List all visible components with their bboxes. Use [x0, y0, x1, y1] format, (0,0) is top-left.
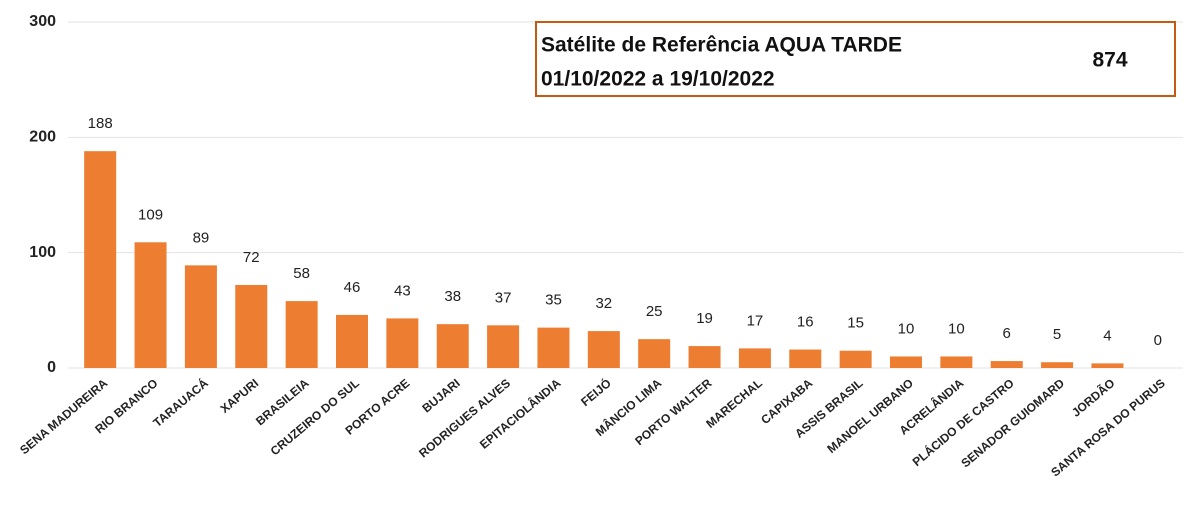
value-label: 89 — [193, 229, 210, 246]
x-tick-label: BUJARI — [419, 376, 462, 415]
bar — [990, 361, 1023, 368]
value-label: 38 — [444, 288, 461, 305]
value-label: 109 — [138, 206, 163, 223]
bar — [1091, 363, 1124, 368]
value-label: 72 — [243, 249, 260, 266]
value-label: 46 — [344, 279, 361, 296]
value-label: 17 — [747, 312, 764, 329]
x-tick-label: EPITACIOLÂNDIA — [476, 375, 563, 452]
x-tick-label: RODRIGUES ALVES — [416, 376, 513, 460]
bar — [336, 314, 368, 368]
x-tick-label: TARAUACÁ — [150, 375, 211, 430]
x-tick-label: JORDÃO — [1068, 375, 1117, 419]
y-tick-label: 100 — [29, 244, 56, 261]
value-label: 15 — [847, 315, 864, 332]
value-label: 37 — [495, 289, 512, 306]
bar — [436, 324, 469, 368]
bar — [386, 318, 419, 368]
bar — [1041, 362, 1074, 368]
bar — [890, 356, 922, 368]
bar — [587, 331, 620, 368]
annotation-total: 874 — [1092, 49, 1127, 72]
bar — [235, 284, 268, 368]
y-tick-label: 300 — [29, 13, 56, 30]
bar — [84, 151, 117, 368]
value-label: 58 — [293, 265, 310, 282]
value-label: 6 — [1003, 325, 1011, 342]
x-tick-label: SENADOR GUIOMARD — [958, 376, 1067, 471]
y-tick-label: 200 — [29, 129, 56, 146]
x-tick-label: MARECHAL — [703, 376, 765, 431]
bar — [285, 301, 318, 368]
value-label: 16 — [797, 314, 814, 331]
bar — [487, 325, 520, 368]
bar — [839, 350, 872, 368]
bar — [940, 356, 973, 368]
annotation-title: Satélite de Referência AQUA TARDE — [541, 34, 902, 57]
annotation-period: 01/10/2022 a 19/10/2022 — [541, 68, 775, 91]
x-tick-label: XAPURI — [218, 376, 262, 416]
bar — [134, 242, 167, 368]
value-label: 188 — [88, 115, 113, 132]
value-label: 25 — [646, 303, 663, 320]
bar — [688, 346, 721, 368]
x-tick-label: CRUZEIRO DO SUL — [268, 376, 362, 458]
value-label: 32 — [595, 295, 612, 312]
value-label: 10 — [898, 320, 915, 337]
value-label: 35 — [545, 292, 562, 309]
x-tick-label: SENA MADUREIRA — [17, 376, 110, 457]
value-label: 43 — [394, 282, 411, 299]
x-tick-label: MANOEL URBANO — [824, 376, 916, 456]
bar — [789, 349, 822, 368]
value-label: 19 — [696, 310, 713, 327]
bar — [738, 348, 771, 368]
value-label: 0 — [1154, 332, 1162, 349]
bar — [537, 327, 570, 368]
y-tick-label: 0 — [47, 359, 56, 376]
annotation-box — [535, 21, 1176, 97]
bar — [184, 265, 217, 368]
value-label: 4 — [1103, 327, 1111, 344]
bar — [638, 339, 671, 368]
x-tick-label: FEIJÓ — [578, 375, 614, 409]
value-label: 5 — [1053, 326, 1061, 343]
value-label: 10 — [948, 320, 965, 337]
